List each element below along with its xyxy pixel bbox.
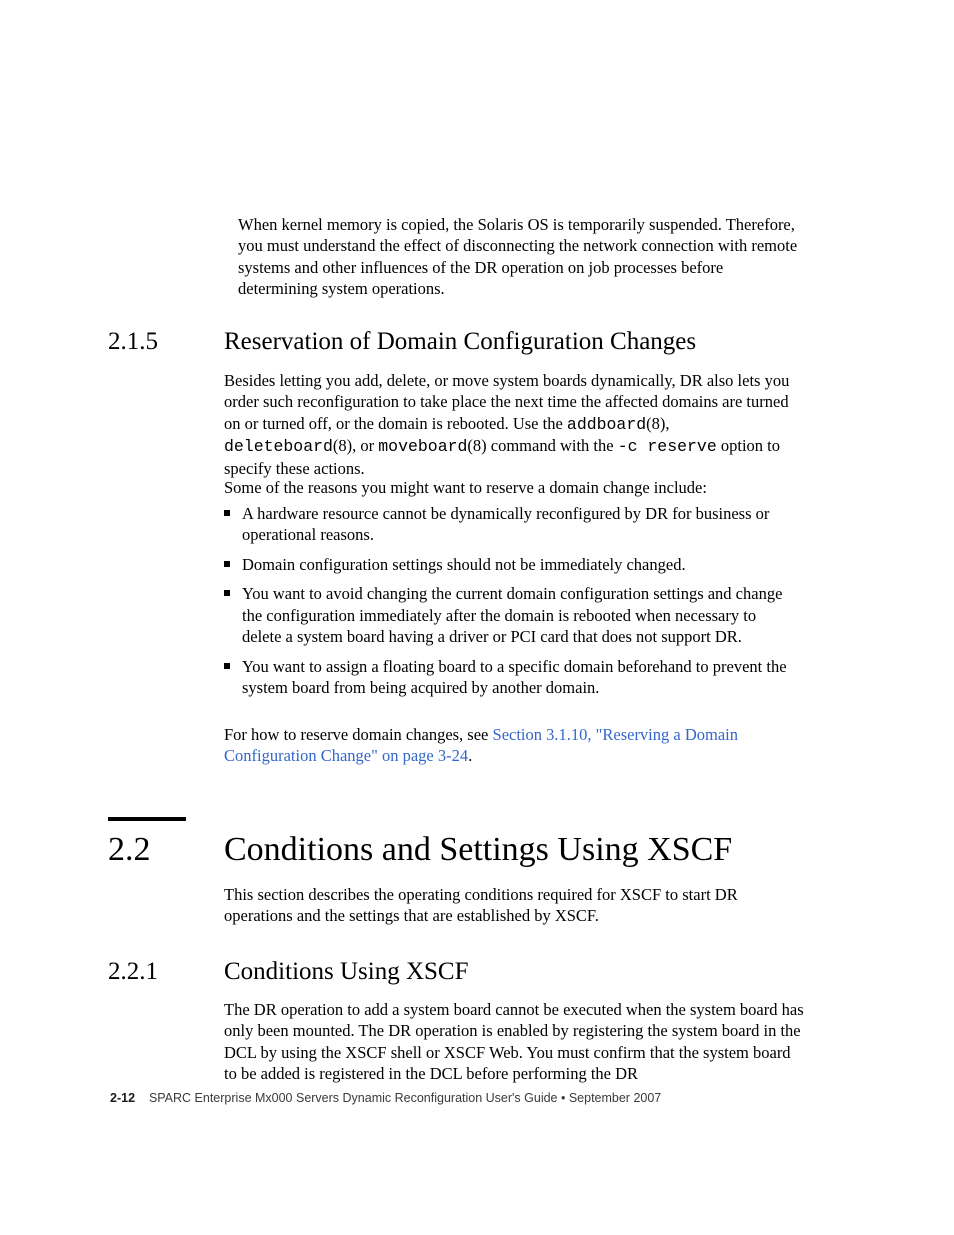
bullet-item: A hardware resource cannot be dynamicall…: [224, 503, 799, 546]
section-22-title: Conditions and Settings Using XSCF: [224, 831, 732, 869]
section-215-title: Reservation of Domain Configuration Chan…: [224, 328, 696, 356]
sec215-bullets: A hardware resource cannot be dynamicall…: [224, 503, 799, 707]
page-footer: 2-12 SPARC Enterprise Mx000 Servers Dyna…: [110, 1091, 661, 1105]
sec221-para1: The DR operation to add a system board c…: [224, 999, 804, 1085]
sec215-para1: Besides letting you add, delete, or move…: [224, 370, 804, 479]
bullet-item: You want to assign a floating board to a…: [224, 656, 799, 699]
page-number: 2-12: [110, 1091, 135, 1105]
bullet-item: Domain configuration settings should not…: [224, 554, 799, 575]
intro-paragraph: When kernel memory is copied, the Solari…: [238, 214, 803, 300]
footer-title: SPARC Enterprise Mx000 Servers Dynamic R…: [149, 1091, 661, 1105]
section-221-num: 2.2.1: [108, 958, 158, 986]
sec22-para1: This section describes the operating con…: [224, 884, 804, 927]
bullet-item: You want to avoid changing the current d…: [224, 583, 799, 647]
section-22-num: 2.2: [108, 831, 151, 869]
section-221-title: Conditions Using XSCF: [224, 958, 469, 986]
sec215-para3: For how to reserve domain changes, see S…: [224, 724, 804, 767]
sec215-para2: Some of the reasons you might want to re…: [224, 477, 804, 498]
section-rule: [108, 817, 186, 821]
section-215-num: 2.1.5: [108, 328, 158, 356]
